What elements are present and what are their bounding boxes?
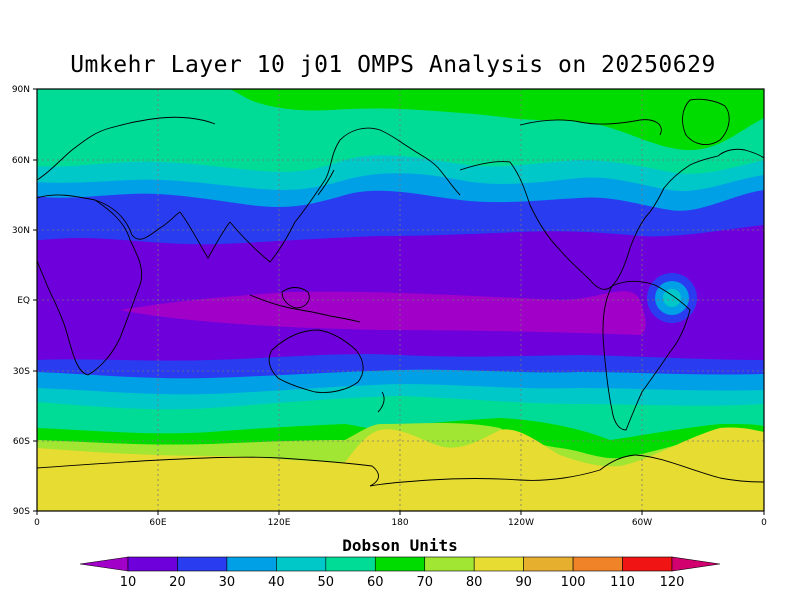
colorbar-title: Dobson Units <box>342 536 458 555</box>
colorbar-tick-label: 100 <box>561 575 586 590</box>
lat-label-90s: 90S <box>13 507 30 517</box>
tick-marks <box>33 88 765 515</box>
lat-label-eq: EQ <box>17 296 30 306</box>
colorbar: 10 20 30 40 50 60 70 80 90 100 110 120 <box>79 556 721 590</box>
coast-africa <box>37 194 143 376</box>
band-60-70-north <box>230 89 764 150</box>
colorbar-tick-label: 60 <box>367 575 384 590</box>
coast-north-america <box>459 148 764 290</box>
colorbar-segment <box>276 556 327 572</box>
coast-greenland <box>682 98 730 146</box>
colorbar-tick-label: 110 <box>610 575 635 590</box>
lon-label-0-left: 0 <box>34 518 40 528</box>
colorbar-tick-label: 40 <box>268 575 285 590</box>
lon-label-60w: 60W <box>632 518 652 528</box>
coast-indonesia <box>249 294 361 323</box>
coast-south-america <box>602 280 691 431</box>
coast-australia <box>268 329 364 393</box>
colorbar-segment <box>374 556 426 572</box>
coast-arabia <box>94 199 181 240</box>
lat-label-90n: 90N <box>12 85 30 95</box>
lat-label-60s: 60S <box>13 437 30 447</box>
coast-antarctica <box>37 454 764 487</box>
lat-label-30n: 30N <box>12 226 30 236</box>
colorbar-min-arrow <box>79 556 129 572</box>
colorbar-segment <box>523 556 574 572</box>
colorbar-tick-label: 10 <box>120 575 137 590</box>
colorbar-segment <box>127 556 178 572</box>
colorbar-tick-label: 20 <box>169 575 186 590</box>
colorbar-tick-label: 30 <box>219 575 236 590</box>
lon-label-0-right: 0 <box>761 518 767 528</box>
lat-labels: 90N 60N 30N EQ 30S 60S 90S <box>12 85 30 517</box>
coast-japan <box>317 169 335 196</box>
lon-label-120w: 120W <box>508 518 534 528</box>
lon-label-60e: 60E <box>149 518 166 528</box>
colorbar-segment <box>226 556 277 572</box>
coast-europe <box>37 116 216 181</box>
colorbar-segment <box>177 556 228 572</box>
lon-label-180: 180 <box>391 518 408 528</box>
lat-label-30s: 30S <box>13 367 30 377</box>
coastlines <box>37 98 764 487</box>
coast-borneo <box>281 287 310 309</box>
contour-field <box>37 89 764 511</box>
colorbar-tick-label: 120 <box>660 575 685 590</box>
colorbar-max-arrow <box>671 556 721 572</box>
colorbar-segment <box>473 556 524 572</box>
colorbar-segment <box>572 556 623 572</box>
colorbar-tick-label: 50 <box>318 575 335 590</box>
coast-asia <box>229 127 461 263</box>
graticule <box>37 89 764 511</box>
map-title: Umkehr Layer 10 j01 OMPS Analysis on 202… <box>70 52 716 78</box>
colorbar-segment <box>622 556 673 572</box>
coast-canada-arctic <box>519 119 662 136</box>
colorbar-segment <box>424 556 475 572</box>
brazil-anomaly-inner <box>663 289 681 307</box>
lat-label-60n: 60N <box>12 156 30 166</box>
colorbar-tick-label: 80 <box>466 575 483 590</box>
colorbar-tick-label: 70 <box>416 575 433 590</box>
band-80-90-south <box>37 427 764 511</box>
coast-india <box>179 211 231 259</box>
lon-label-120e: 120E <box>268 518 291 528</box>
coast-nz <box>377 391 385 413</box>
colorbar-segment <box>325 556 376 572</box>
lon-labels: 0 60E 120E 180 120W 60W 0 <box>34 518 767 528</box>
colorbar-tick-label: 90 <box>515 575 532 590</box>
